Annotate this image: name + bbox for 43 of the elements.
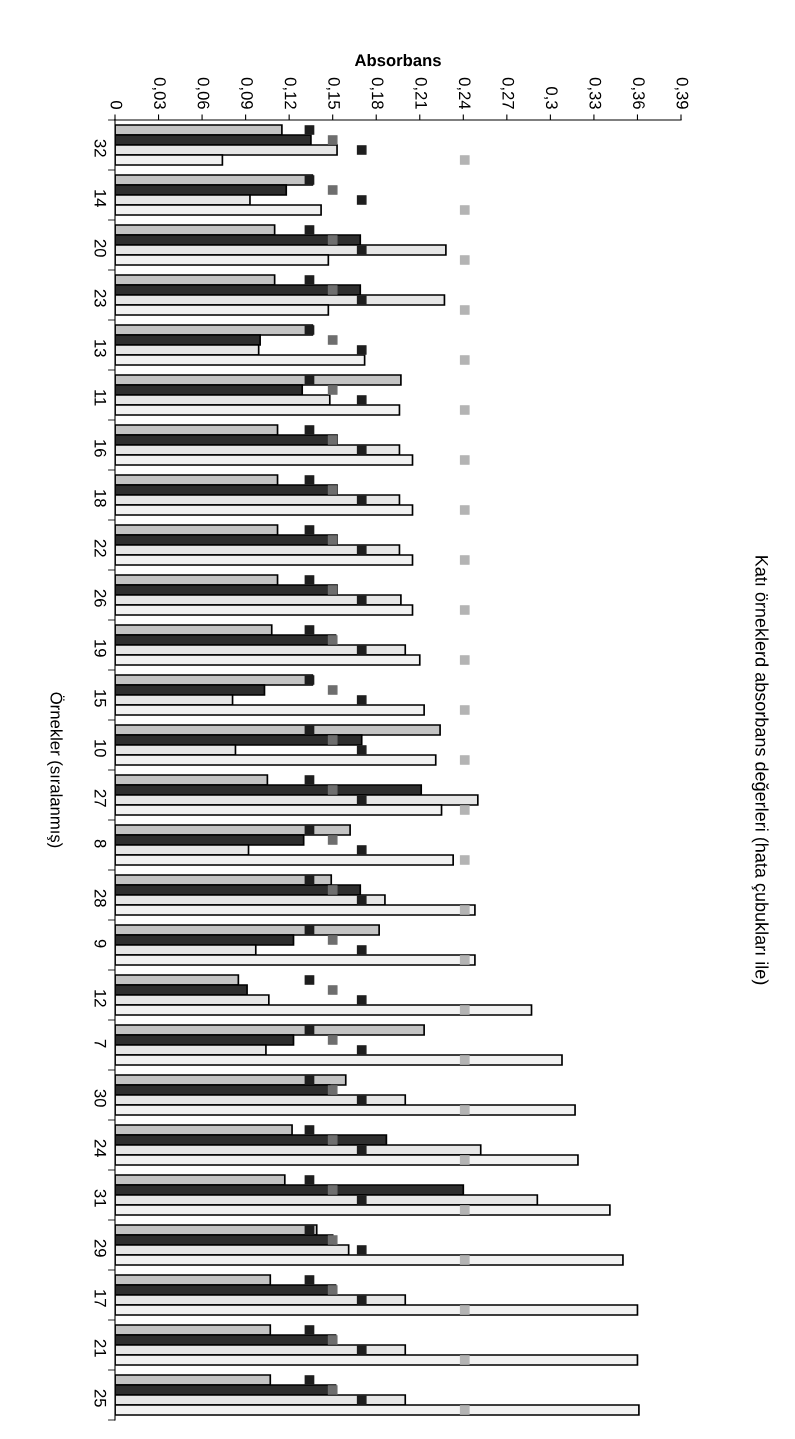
y-tick-label: 22: [94, 539, 107, 557]
y-tick-label: 18: [94, 490, 107, 507]
x-tick-label: 0,15: [326, 77, 341, 109]
y-tick-label: 8: [94, 839, 107, 848]
y-tick-label: 12: [94, 990, 107, 1007]
y-tick-label: 27: [94, 789, 107, 807]
x-tick-label: 0,33: [587, 77, 602, 109]
y-tick-label: 30: [94, 1089, 107, 1107]
x-tick-label: 0,3: [543, 87, 558, 109]
y-tick-label: 17: [94, 1290, 107, 1307]
y-axis-title: Örnekler (sıralanmış): [47, 692, 65, 848]
y-tick-label: 20: [94, 239, 107, 257]
y-tick-label: 32: [94, 139, 107, 157]
y-tick-label: 16: [94, 440, 107, 457]
x-tick-label: 0,09: [239, 77, 253, 109]
x-tick-label: 0,21: [413, 77, 428, 109]
y-tick-label: 10: [94, 740, 107, 757]
x-axis-title: Absorbans: [354, 53, 441, 67]
x-tick-label: 0,06: [195, 77, 210, 109]
y-tick-label: 7: [94, 1039, 107, 1048]
y-tick-label: 21: [94, 1339, 107, 1357]
y-tick-label: 23: [94, 289, 107, 307]
y-tick-label: 26: [94, 589, 107, 607]
y-tick-label: 24: [94, 1139, 107, 1158]
x-tick-label: 0,03: [152, 77, 166, 109]
y-tick-label: 14: [94, 190, 107, 208]
y-tick-label: 13: [94, 340, 107, 357]
y-tick-label: 25: [94, 1389, 107, 1407]
y-tick-label: 19: [94, 640, 107, 657]
x-tick-label: 0,39: [674, 77, 689, 109]
x-tick-label: 0: [110, 100, 123, 109]
y-tick-label: 29: [94, 1239, 107, 1257]
y-tick-label: 9: [94, 939, 107, 948]
y-tick-label: 28: [94, 889, 107, 907]
x-tick-label: 0,12: [282, 77, 297, 109]
x-tick-label: 0,18: [369, 77, 384, 109]
text: Katı örneklerd absorbans değerleri (hata çubukları ile): [751, 556, 769, 985]
x-tick-label: 0,27: [500, 77, 515, 109]
y-tick-label: 15: [94, 690, 107, 707]
y-tick-label: 11: [94, 390, 107, 406]
x-tick-label: 0,36: [631, 77, 645, 109]
y-tick-label: 31: [94, 1189, 107, 1207]
x-tick-label: 0,24: [456, 77, 471, 110]
